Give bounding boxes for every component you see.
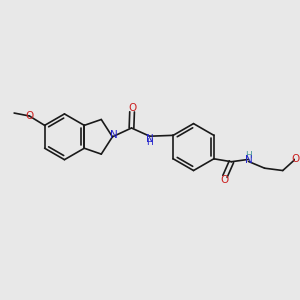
Text: O: O [25, 111, 34, 121]
Text: O: O [128, 103, 136, 113]
Text: H: H [245, 151, 252, 160]
Text: N: N [146, 134, 154, 144]
Text: N: N [110, 130, 118, 140]
Text: O: O [291, 154, 299, 164]
Text: H: H [146, 138, 153, 147]
Text: N: N [244, 155, 252, 165]
Text: O: O [220, 175, 229, 185]
